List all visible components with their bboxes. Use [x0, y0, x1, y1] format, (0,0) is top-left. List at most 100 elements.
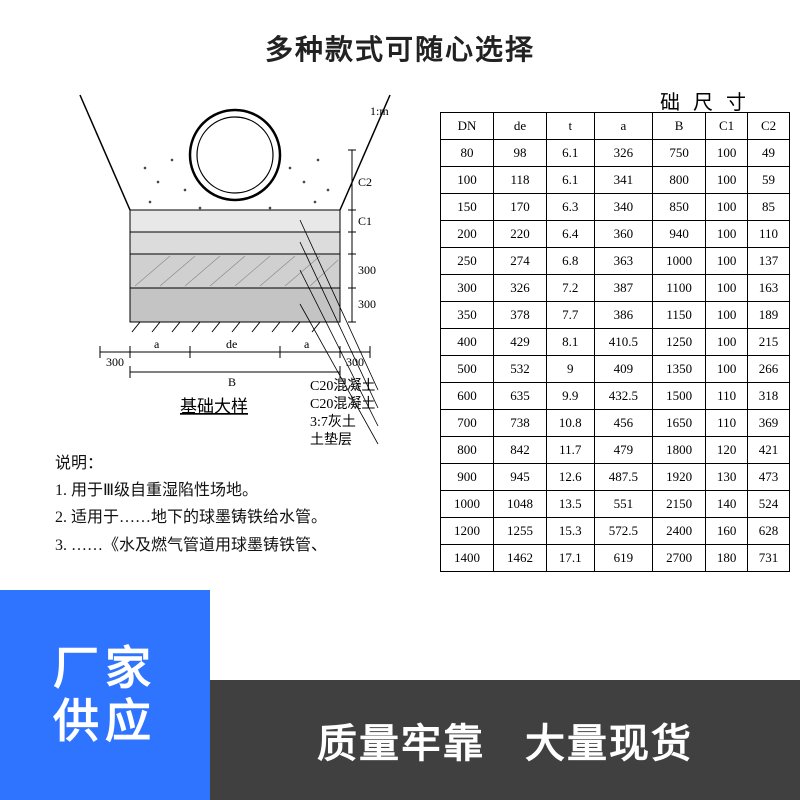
table-cell: 738 [494, 410, 547, 437]
leader-1: C20混凝土 [310, 378, 375, 396]
note-3: 3. ……《水及燃气管道用球墨铸铁管、 [55, 532, 455, 559]
table-row: 3003267.23871100100163 [441, 275, 790, 302]
table-cell: 100 [706, 329, 748, 356]
table-cell: 200 [441, 221, 494, 248]
table-cell: 1255 [494, 518, 547, 545]
table-cell: 120 [706, 437, 748, 464]
table-cell: 551 [594, 491, 653, 518]
table-cell: 532 [494, 356, 547, 383]
table-cell: 387 [594, 275, 653, 302]
table-cell: 100 [706, 248, 748, 275]
table-cell: 945 [494, 464, 547, 491]
table-cell: 2700 [653, 545, 706, 572]
notes-block: 说明： 1. 用于Ⅲ级自重湿陷性场地。 2. 适用于……地下的球墨铸铁给水管。 … [55, 450, 455, 559]
table-cell: 220 [494, 221, 547, 248]
table-cell: 1350 [653, 356, 706, 383]
table-cell: 300 [441, 275, 494, 302]
table-cell: 49 [748, 140, 790, 167]
table-cell: 2150 [653, 491, 706, 518]
table-cell: 100 [706, 356, 748, 383]
table-cell: 9.9 [547, 383, 594, 410]
table-cell: 12.6 [547, 464, 594, 491]
table-cell: 1000 [441, 491, 494, 518]
col-B: B [653, 113, 706, 140]
table-cell: 130 [706, 464, 748, 491]
table-cell: 59 [748, 167, 790, 194]
leader-3: 3:7灰土 [310, 414, 375, 432]
table-cell: 150 [441, 194, 494, 221]
dim-a-l: a [154, 337, 160, 351]
table-cell: 6.3 [547, 194, 594, 221]
table-row: 6006359.9432.51500110318 [441, 383, 790, 410]
table-row: 1200125515.3572.52400160628 [441, 518, 790, 545]
note-1: 1. 用于Ⅲ级自重湿陷性场地。 [55, 477, 455, 504]
table-cell: 1250 [653, 329, 706, 356]
col-DN: DN [441, 113, 494, 140]
slope-label: 1:m [370, 104, 389, 118]
leader-4: 土垫层 [310, 432, 375, 450]
table-cell: 378 [494, 302, 547, 329]
table-cell: 619 [594, 545, 653, 572]
table-cell: 635 [494, 383, 547, 410]
table-cell: 1150 [653, 302, 706, 329]
table-row: 3503787.73861150100189 [441, 302, 790, 329]
table-cell: 479 [594, 437, 653, 464]
table-cell: 6.1 [547, 140, 594, 167]
table-cell: 524 [748, 491, 790, 518]
br-right: 大量现货 [525, 722, 693, 766]
table-cell: 600 [441, 383, 494, 410]
table-cell: 400 [441, 329, 494, 356]
table-cell: 363 [594, 248, 653, 275]
table-cell: 110 [706, 410, 748, 437]
table-cell: 326 [594, 140, 653, 167]
table-row: 2502746.83631000100137 [441, 248, 790, 275]
table-row: 2002206.4360940100110 [441, 221, 790, 248]
table-cell: 100 [706, 275, 748, 302]
col-C2: C2 [748, 113, 790, 140]
table-cell: 1500 [653, 383, 706, 410]
overlay-bottom-left: 厂家供应 [0, 590, 210, 800]
leader-2: C20混凝土 [310, 396, 375, 414]
col-C1: C1 [706, 113, 748, 140]
table-cell: 341 [594, 167, 653, 194]
leader-labels: C20混凝土 C20混凝土 3:7灰土 土垫层 [310, 378, 375, 450]
table-cell: 1000 [653, 248, 706, 275]
table-cell: 700 [441, 410, 494, 437]
table-cell: 456 [594, 410, 653, 437]
table-cell: 80 [441, 140, 494, 167]
table-cell: 842 [494, 437, 547, 464]
table-cell: 940 [653, 221, 706, 248]
table-cell: 318 [748, 383, 790, 410]
table-cell: 100 [706, 167, 748, 194]
table-cell: 800 [441, 437, 494, 464]
table-cell: 110 [706, 383, 748, 410]
table-cell: 100 [706, 221, 748, 248]
table-cell: 1920 [653, 464, 706, 491]
dim-de: de [226, 337, 237, 351]
table-cell: 2400 [653, 518, 706, 545]
table-cell: 1100 [653, 275, 706, 302]
note-2: 2. 适用于……地下的球墨铸铁给水管。 [55, 504, 455, 531]
table-cell: 10.8 [547, 410, 594, 437]
table-row: 1000104813.55512150140524 [441, 491, 790, 518]
table-cell: 7.7 [547, 302, 594, 329]
table-cell: 628 [748, 518, 790, 545]
table-cell: 421 [748, 437, 790, 464]
table-cell: 850 [653, 194, 706, 221]
table-cell: 100 [706, 194, 748, 221]
table-cell: 410.5 [594, 329, 653, 356]
table-row: 1400146217.16192700180731 [441, 545, 790, 572]
table-cell: 13.5 [547, 491, 594, 518]
table-row: 50053294091350100266 [441, 356, 790, 383]
table-cell: 17.1 [547, 545, 594, 572]
table-cell: 429 [494, 329, 547, 356]
table-cell: 731 [748, 545, 790, 572]
table-cell: 572.5 [594, 518, 653, 545]
table-cell: 360 [594, 221, 653, 248]
table-cell: 350 [441, 302, 494, 329]
dimension-table-wrap: 础 尺 寸 DNdetaBC1C2 80986.1326750100491001… [440, 86, 790, 572]
bl-line2: 供应 [53, 695, 157, 747]
table-cell: 369 [748, 410, 790, 437]
table-cell: 274 [494, 248, 547, 275]
table-cell: 137 [748, 248, 790, 275]
